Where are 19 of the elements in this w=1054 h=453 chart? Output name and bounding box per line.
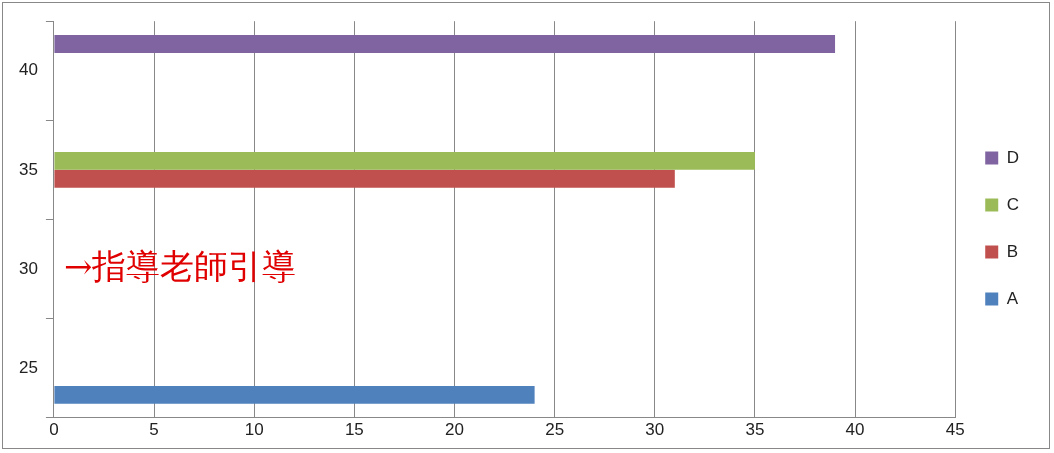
legend-label: A bbox=[1006, 288, 1019, 308]
y-tick-label: 35 bbox=[18, 159, 38, 179]
y-tick-label: 30 bbox=[18, 258, 38, 278]
x-tick-label: 10 bbox=[244, 420, 264, 440]
x-tick-label: 30 bbox=[645, 420, 665, 440]
x-tick-label: 40 bbox=[845, 420, 865, 440]
x-tick-label: 5 bbox=[149, 420, 159, 440]
y-tick-label: 40 bbox=[18, 60, 38, 80]
x-tick-label: 20 bbox=[445, 420, 464, 440]
x-tick-label: 35 bbox=[745, 420, 765, 440]
x-tick-label: 15 bbox=[344, 420, 364, 440]
annotation: →指導老師引導 bbox=[63, 245, 297, 286]
x-tick-label: 25 bbox=[545, 420, 565, 440]
x-tick-label: 0 bbox=[49, 420, 59, 440]
legend-label: D bbox=[1006, 147, 1019, 167]
legend-label: B bbox=[1006, 241, 1019, 261]
legend-label: C bbox=[1006, 194, 1019, 214]
y-tick-label: 25 bbox=[18, 357, 38, 377]
x-tick-label: 45 bbox=[945, 420, 965, 440]
